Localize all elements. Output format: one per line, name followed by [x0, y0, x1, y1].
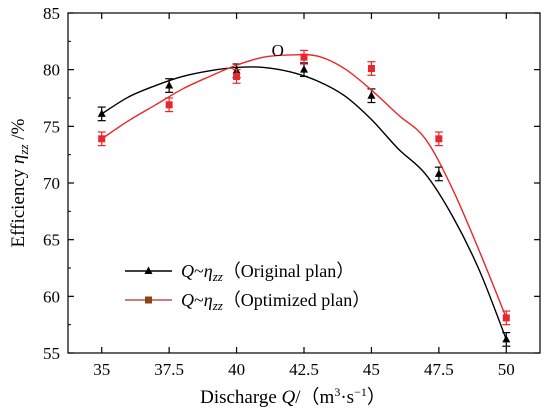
legend-eta: η: [204, 261, 213, 281]
data-point: [300, 53, 308, 61]
x-axis-title-exp1: 3: [334, 385, 340, 399]
legend-sub: zz: [212, 298, 223, 313]
x-tick-label: 47.5: [424, 360, 454, 379]
y-tick-label: 80: [43, 61, 60, 80]
y-tick-label: 65: [43, 231, 60, 250]
x-tick-label: 35: [93, 360, 110, 379]
y-axis-title-suffix: /%: [8, 118, 29, 144]
legend-item-optimized: Q~ηzz（Optimized plan）: [125, 290, 370, 313]
series-1: [97, 49, 511, 326]
x-tick-label: 40: [228, 360, 245, 379]
x-tick-label: 37.5: [154, 360, 184, 379]
legend-eta: η: [204, 290, 213, 310]
data-point: [233, 72, 241, 80]
series-layer: [97, 49, 511, 347]
x-tick-label: 42.5: [289, 360, 319, 379]
legend-label-optimized: Q~ηzz（Optimized plan）: [181, 290, 370, 313]
data-point: [300, 65, 308, 73]
data-point: [434, 169, 443, 177]
y-tick-label: 70: [43, 174, 60, 193]
legend-marker: [145, 296, 152, 304]
x-axis-title-prefix: Discharge: [200, 387, 281, 408]
x-tick-label: 50: [498, 360, 515, 379]
legend-label-original: Q~ηzz（Original plan）: [181, 261, 354, 284]
y-axis-title-sub: zz: [16, 144, 31, 155]
x-axis-title-unit-open: /（m: [295, 386, 334, 408]
data-point: [97, 109, 106, 117]
legend-tilde: ~: [194, 290, 204, 310]
legend: Q~ηzz（Original plan） Q~ηzz（Optimized pla…: [125, 261, 370, 313]
y-axis-title-var: η: [8, 155, 29, 164]
legend-sub: zz: [212, 269, 223, 284]
legend-text: （Original plan）: [223, 261, 354, 281]
ticks: 35 37.5 40 42.5 45 47.5 50 55 60 65 70 75 80 85: [43, 4, 540, 379]
data-point: [435, 135, 443, 143]
data-point: [165, 101, 173, 109]
annotation-o: O: [272, 41, 284, 60]
x-axis-title-unit-close: ）: [367, 386, 386, 408]
data-point: [502, 334, 511, 343]
data-point: [502, 314, 510, 322]
y-axis-title: Efficiency ηzz /%: [8, 118, 31, 247]
data-point: [98, 135, 106, 143]
data-point: [367, 65, 375, 73]
x-axis-title-unit-mid: ·s: [340, 387, 354, 408]
y-tick-label: 55: [43, 344, 60, 363]
x-axis-title: Discharge Q/（m3·s−1）: [200, 385, 386, 408]
legend-item-original: Q~ηzz（Original plan）: [125, 261, 354, 284]
legend-marker: [144, 266, 153, 274]
x-tick-label: 45: [363, 360, 380, 379]
x-axis-title-var: Q: [282, 387, 296, 408]
y-tick-label: 75: [43, 117, 60, 136]
data-point: [367, 91, 376, 99]
data-point: [165, 81, 174, 89]
y-tick-label: 60: [43, 287, 60, 306]
y-tick-label: 85: [43, 4, 60, 23]
legend-text: （Optimized plan）: [223, 290, 370, 310]
legend-tilde: ~: [194, 261, 204, 281]
legend-var: Q: [181, 261, 194, 281]
y-axis-title-prefix: Efficiency: [8, 164, 29, 248]
x-axis-title-exp2: −1: [354, 385, 367, 399]
legend-var: Q: [181, 290, 194, 310]
